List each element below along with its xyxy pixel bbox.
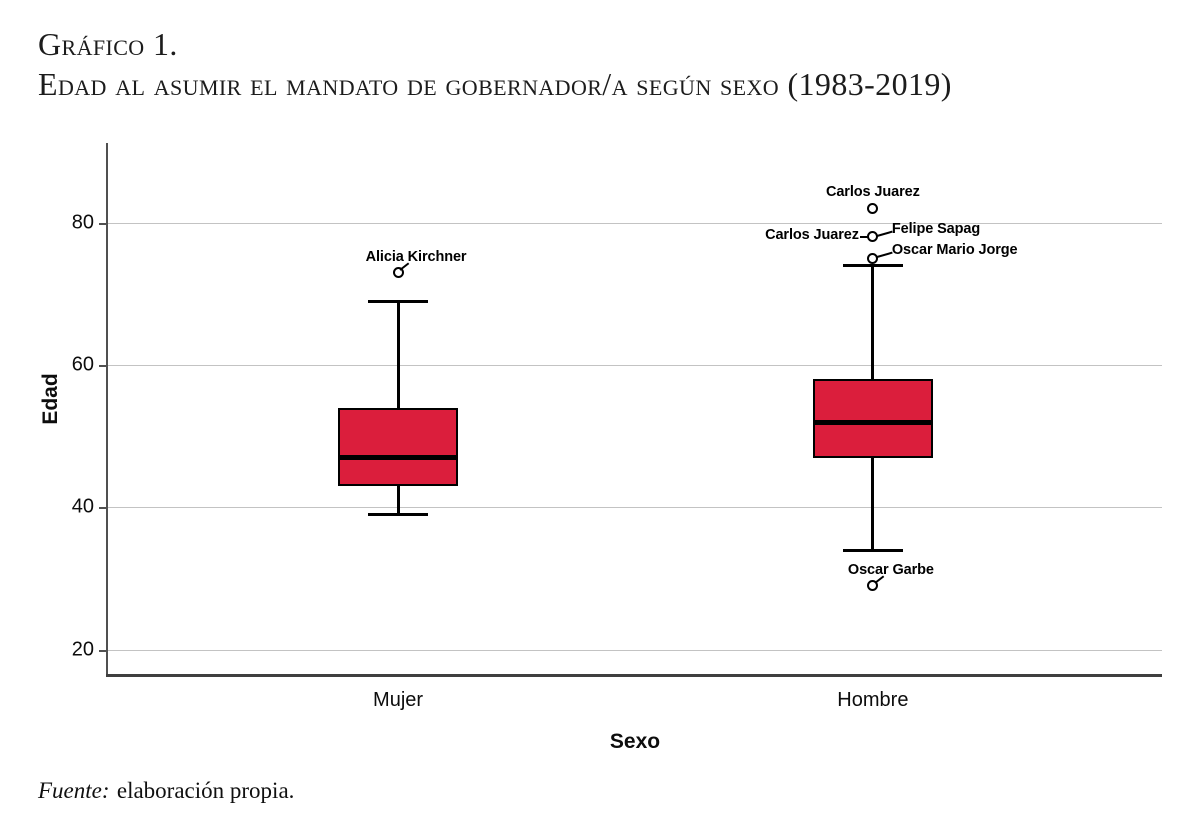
outlier-label: Oscar Mario Jorge <box>891 242 1018 259</box>
y-tick <box>99 649 106 652</box>
outlier-label: Oscar Garbe <box>847 561 934 578</box>
source-label: Fuente: <box>38 778 110 803</box>
gridline <box>108 649 1162 651</box>
x-axis-title: Sexo <box>609 730 661 753</box>
box <box>338 407 459 487</box>
gridline <box>108 222 1162 224</box>
outlier-label: Alicia Kirchner <box>365 248 467 265</box>
outlier-marker <box>867 231 879 243</box>
x-category-label: Hombre <box>837 689 909 711</box>
median-line <box>812 419 933 425</box>
source-text: elaboración propia. <box>116 778 295 803</box>
outlier-marker <box>867 252 879 264</box>
outlier-marker <box>867 202 879 214</box>
figure-title-line2: Edad al asumir el mandato de gobernador/… <box>38 66 952 102</box>
y-tick <box>99 507 106 510</box>
outlier-connector <box>877 230 894 237</box>
gridline <box>108 507 1162 509</box>
gridline <box>108 365 1162 367</box>
whisker-cap <box>368 513 429 517</box>
outlier-marker <box>867 580 879 592</box>
y-tick-label: 40 <box>71 495 94 518</box>
whisker-cap <box>842 548 903 552</box>
outlier-connector <box>859 235 868 238</box>
outlier-label: Carlos Juarez <box>825 184 920 201</box>
y-tick-label: 60 <box>71 353 94 376</box>
whisker-line <box>871 457 875 551</box>
median-line <box>338 455 459 461</box>
y-axis-title: Edad <box>39 373 62 425</box>
whisker-line <box>396 301 400 408</box>
x-axis-line <box>106 674 1162 677</box>
box <box>812 379 933 458</box>
figure-title: Gráfico 1. Edad al asumir el mandato de … <box>38 24 952 104</box>
outlier-marker <box>392 267 404 279</box>
whisker-line <box>871 265 875 380</box>
outlier-label: Felipe Sapag <box>891 220 981 237</box>
whisker-cap <box>368 299 429 303</box>
y-tick-label: 20 <box>71 638 94 661</box>
y-tick-label: 80 <box>71 211 94 234</box>
source-note: Fuente: elaboración propia. <box>38 778 294 804</box>
y-axis-line <box>106 143 108 676</box>
whisker-cap <box>842 263 903 267</box>
outlier-label: Carlos Juarez <box>765 226 859 243</box>
x-category-label: Mujer <box>373 689 424 711</box>
outlier-connector <box>877 251 894 259</box>
y-tick <box>99 222 106 225</box>
figure-title-line1: Gráfico 1. <box>38 26 178 62</box>
y-tick <box>99 365 106 368</box>
plot-area: 80 60 40 20 Mujer Alicia Kirchner Hombre Carlos… <box>72 143 1162 711</box>
whisker-line <box>396 486 400 515</box>
